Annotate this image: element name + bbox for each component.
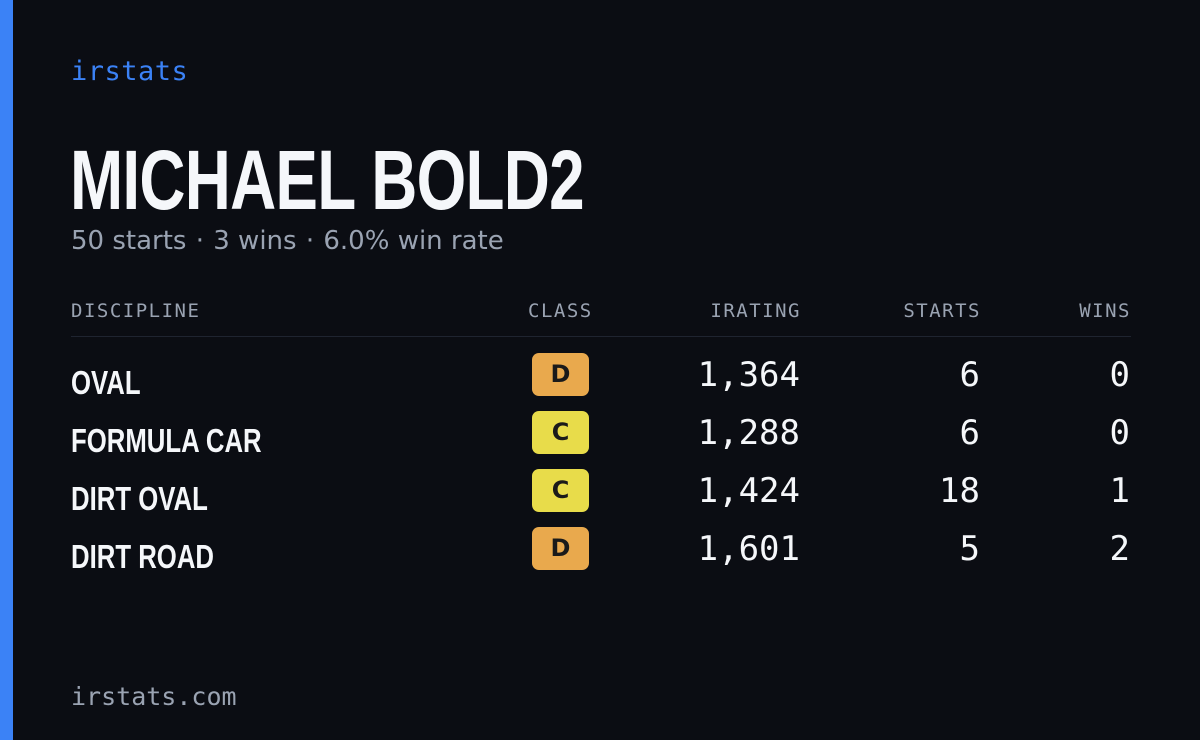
- wins-value: 1: [1109, 471, 1130, 511]
- accent-bar: [0, 0, 13, 740]
- driver-name: MICHAEL BOLD2: [70, 133, 585, 227]
- license-class-badge: C: [532, 469, 589, 512]
- irating-value: 1,601: [697, 529, 800, 569]
- footer-url-link[interactable]: irstats.com: [71, 682, 237, 711]
- header-wins: WINS: [1079, 300, 1131, 322]
- summary-wins: 3 wins: [213, 226, 297, 256]
- license-class-badge: D: [532, 527, 589, 570]
- starts-value: 18: [939, 471, 980, 511]
- wins-value: 2: [1109, 529, 1130, 569]
- header-class: CLASS: [528, 300, 593, 322]
- driver-summary: 50 starts · 3 wins · 6.0% win rate: [71, 226, 504, 256]
- irating-value: 1,288: [697, 413, 800, 453]
- table-row: OVAL D 1,364 6 0: [71, 353, 1131, 411]
- wins-value: 0: [1109, 413, 1130, 453]
- brand-logo[interactable]: irstats: [71, 56, 189, 87]
- table-body: OVAL D 1,364 6 0 FORMULA CAR C 1,288 6 0…: [71, 337, 1131, 585]
- table-header: DISCIPLINE CLASS IRATING STARTS WINS: [71, 296, 1131, 337]
- starts-value: 5: [959, 529, 980, 569]
- table-row: DIRT OVAL C 1,424 18 1: [71, 469, 1131, 527]
- summary-starts: 50 starts: [71, 226, 187, 256]
- summary-separator: ·: [305, 226, 315, 256]
- table-row: FORMULA CAR C 1,288 6 0: [71, 411, 1131, 469]
- irating-value: 1,364: [697, 355, 800, 395]
- summary-win-rate: 6.0% win rate: [323, 226, 504, 256]
- wins-value: 0: [1109, 355, 1130, 395]
- starts-value: 6: [959, 413, 980, 453]
- header-irating: IRATING: [710, 300, 801, 322]
- header-starts: STARTS: [903, 300, 981, 322]
- discipline-name: DIRT OVAL: [71, 480, 208, 517]
- header-discipline: DISCIPLINE: [71, 300, 201, 322]
- discipline-name: DIRT ROAD: [71, 538, 214, 575]
- summary-separator: ·: [195, 226, 204, 256]
- starts-value: 6: [959, 355, 980, 395]
- license-class-badge: C: [532, 411, 589, 454]
- discipline-name: OVAL: [71, 364, 141, 401]
- license-class-badge: D: [532, 353, 589, 396]
- table-row: DIRT ROAD D 1,601 5 2: [71, 527, 1131, 585]
- discipline-name: FORMULA CAR: [71, 422, 262, 459]
- irating-value: 1,424: [697, 471, 800, 511]
- discipline-stats-table: DISCIPLINE CLASS IRATING STARTS WINS OVA…: [71, 296, 1131, 585]
